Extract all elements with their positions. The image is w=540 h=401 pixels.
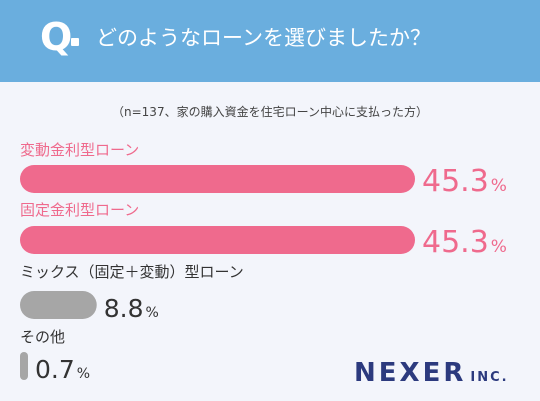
value-label: 8.8% bbox=[104, 294, 159, 323]
category-label: 固定金利型ローン bbox=[20, 201, 139, 219]
value-label: 45.3% bbox=[422, 225, 507, 260]
logo-main-text: NEXER bbox=[354, 358, 467, 388]
question-text: どのようなローンを選びましたか？ bbox=[96, 26, 431, 50]
bar bbox=[20, 291, 97, 319]
sample-note: （n=137、家の購入資金を住宅ローン中心に支払った方） bbox=[112, 105, 428, 119]
q-letter: Q bbox=[40, 15, 73, 59]
q-dot-decoration bbox=[71, 38, 79, 46]
bar bbox=[20, 352, 28, 380]
bar bbox=[20, 226, 415, 254]
category-label: ミックス（固定＋変動）型ローン bbox=[20, 263, 244, 281]
category-label: 変動金利型ローン bbox=[20, 141, 139, 159]
company-logo: NEXER INC. bbox=[354, 358, 509, 388]
question-header: Q どのようなローンを選びましたか？ bbox=[0, 0, 540, 82]
value-label: 45.3% bbox=[422, 164, 507, 199]
logo-sub-text: INC. bbox=[470, 370, 509, 385]
category-label: その他 bbox=[20, 328, 65, 346]
bar bbox=[20, 165, 415, 193]
value-label: 0.7% bbox=[35, 355, 90, 384]
